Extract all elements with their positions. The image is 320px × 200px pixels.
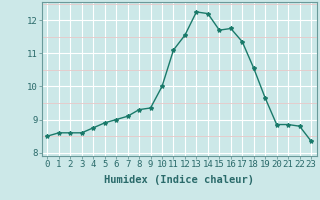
X-axis label: Humidex (Indice chaleur): Humidex (Indice chaleur): [104, 175, 254, 185]
